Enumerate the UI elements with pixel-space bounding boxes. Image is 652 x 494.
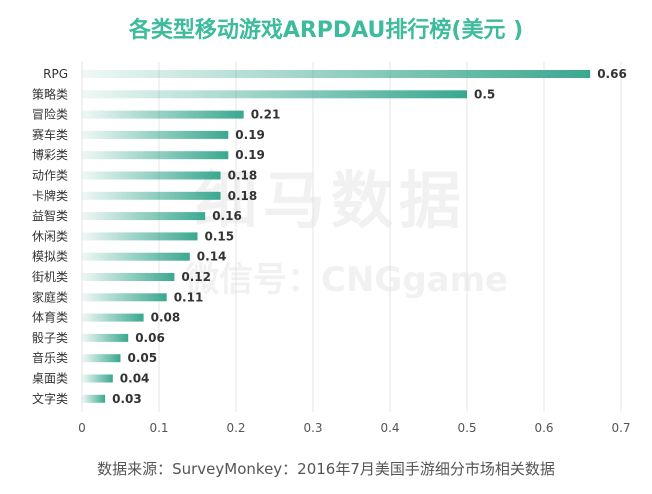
category-label: 动作类 [32,169,68,183]
bar [82,313,144,322]
bar [82,171,221,180]
x-tick-label: 0.1 [149,421,168,435]
category-label: 家庭类 [32,289,68,304]
value-label: 0.19 [235,128,265,142]
chart-title: 各类型移动游戏ARPDAU排行榜(美元 ) [128,18,524,43]
value-label: 0.16 [212,209,242,223]
bar [82,130,229,139]
category-label: 卡牌类 [32,189,68,203]
x-tick-label: 0.5 [457,421,476,435]
bar [82,273,175,281]
value-label: 0.18 [228,169,258,183]
x-tick-label: 0 [78,421,86,435]
category-label: 冒险类 [32,107,68,122]
category-label: 骰子类 [32,331,68,345]
watermark-wechat: 微信号：CNGgame [185,260,509,300]
x-tick-label: 0.3 [303,421,322,435]
source-note: 数据来源：SurveyMonkey：2016年7月美国手游细分市场相关数据 [97,460,555,478]
x-tick-label: 0.6 [534,421,553,435]
category-label: 街机类 [32,270,68,284]
bar [82,354,121,363]
x-tick-label: 0.2 [226,421,245,435]
bar [82,70,591,78]
category-label: 赛车类 [32,127,68,142]
value-label: 0.5 [474,87,495,101]
bar [82,90,467,99]
value-label: 0.05 [128,351,158,365]
category-label: 益智类 [32,208,68,223]
bar [82,374,113,383]
category-label: RPG [43,67,68,81]
x-tick-label: 0.4 [380,421,399,435]
bar [82,212,206,221]
value-label: 0.06 [135,331,165,345]
value-label: 0.19 [235,148,265,162]
category-label: 休闲类 [32,229,68,243]
value-label: 0.08 [151,311,181,325]
value-label: 0.66 [597,67,627,81]
value-label: 0.21 [251,108,281,122]
value-label: 0.14 [197,250,227,264]
bar [82,151,229,160]
bar [82,293,167,302]
category-label: 桌面类 [32,372,68,386]
value-label: 0.15 [205,229,235,243]
value-label: 0.18 [228,189,258,203]
x-tick-label: 0.7 [611,421,630,435]
category-label: 模拟类 [32,250,68,264]
category-label: 博彩类 [32,147,68,162]
category-label: 文字类 [32,391,68,406]
watermark-logo: 细马数据 [195,164,468,237]
bar [82,394,106,403]
category-label: 体育类 [32,310,68,325]
bar [82,333,129,342]
value-label: 0.12 [181,270,211,284]
value-label: 0.03 [112,392,142,406]
value-label: 0.04 [120,372,150,386]
bar [82,232,198,241]
category-label: 音乐类 [32,350,68,365]
category-label: 策略类 [32,86,68,101]
value-label: 0.11 [174,290,204,304]
bar [82,110,244,119]
bar [82,191,221,200]
bar [82,252,190,261]
